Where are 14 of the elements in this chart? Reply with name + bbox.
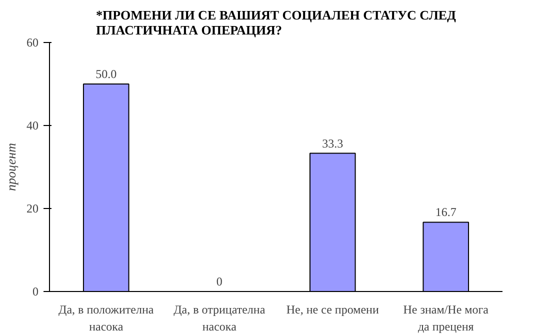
data-label: 16.7	[435, 205, 456, 220]
x-tick-label: Не знам/Не мога да преценя	[403, 302, 490, 334]
data-label: 0	[216, 274, 222, 288]
x-tick-label: Да, в положителна насока	[58, 302, 154, 334]
data-label: 33.3	[322, 136, 344, 150]
x-tick-label: Да, в отрицателна насока	[174, 302, 266, 334]
y-tick-label: 20	[26, 202, 38, 216]
y-tick-label: 40	[26, 118, 38, 132]
y-tick-label: 60	[26, 36, 38, 50]
chart-title: *ПРОМЕНИ ЛИ СЕ ВАШИЯТ СОЦИАЛЕН СТАТУС СЛЕД ПЛАСТИЧНАТА ОПЕРАЦИЯ?	[96, 8, 456, 38]
data-label: 50.0	[96, 67, 117, 81]
x-tick-label: Не, не се промени	[286, 302, 380, 316]
y-tick-label: 0	[32, 284, 38, 298]
y-axis-title: процент	[4, 143, 18, 191]
